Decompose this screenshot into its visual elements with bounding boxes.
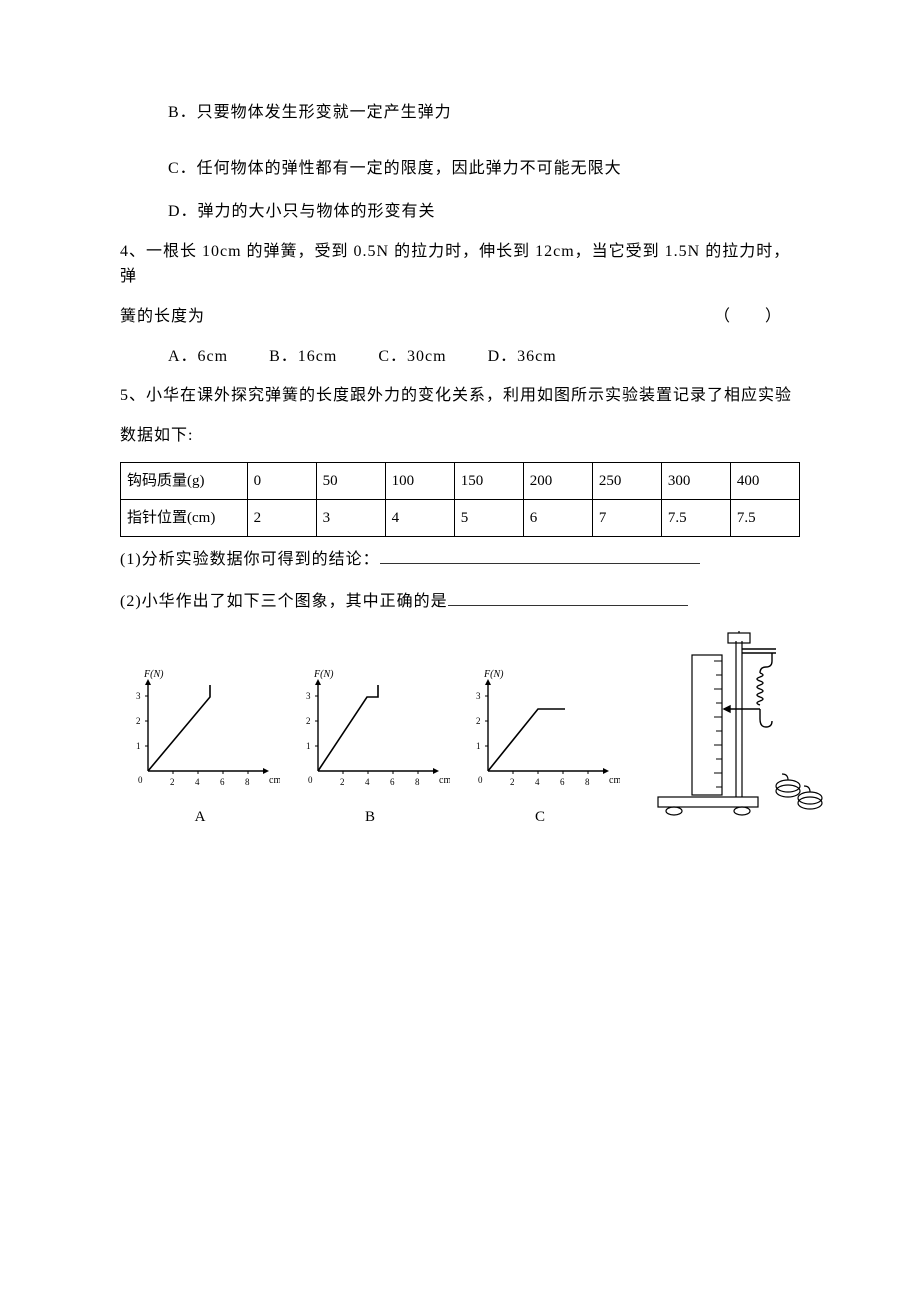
svg-text:F(N): F(N) [313,669,334,680]
chart-a-block: F(N) cm 0 1 2 3 2 4 6 8 A [120,667,280,829]
q4-opt-b: B．16cm [269,344,337,370]
cell: 150 [454,463,523,500]
q5-sub1-text: (1)分析实验数据你可得到的结论： [120,551,380,568]
q4-opt-a: A．6cm [168,344,228,370]
q4-opt-d: D．36cm [488,344,557,370]
svg-text:1: 1 [306,741,311,751]
svg-text:1: 1 [476,741,481,751]
cell: 200 [523,463,592,500]
table-row: 指针位置(cm) 2 3 4 5 6 7 7.5 7.5 [121,500,800,537]
cell: 5 [454,500,523,537]
cell: 100 [385,463,454,500]
svg-text:8: 8 [585,777,590,787]
cell: 3 [316,500,385,537]
q4-paren: （ ） [714,304,782,330]
chart-c: F(N) cm 0 1 2 3 2 4 6 8 [460,667,620,797]
cell: 2 [247,500,316,537]
th-mass: 钩码质量(g) [121,463,248,500]
svg-text:4: 4 [365,777,370,787]
blank-line [448,590,688,606]
chart-a-label: A [195,805,206,829]
q4-text-2-row: 簧的长度为 （ ） [120,304,800,330]
chart-c-block: F(N) cm 0 1 2 3 2 4 6 8 C [460,667,620,829]
svg-text:4: 4 [535,777,540,787]
svg-text:2: 2 [340,777,345,787]
cell: 4 [385,500,454,537]
svg-text:F(N): F(N) [143,669,164,680]
table-row: 钩码质量(g) 0 50 100 150 200 250 300 400 [121,463,800,500]
cell: 300 [661,463,730,500]
svg-text:2: 2 [510,777,515,787]
blank-line [380,548,700,564]
svg-text:1: 1 [136,741,141,751]
apparatus-svg [638,631,828,821]
svg-text:0: 0 [308,775,313,785]
q5-intro-1: 5、小华在课外探究弹簧的长度跟外力的变化关系，利用如图所示实验装置记录了相应实验 [120,383,800,409]
svg-text:0: 0 [138,775,143,785]
apparatus-diagram [638,631,828,830]
q3-option-d: D．弹力的大小只与物体的形变有关 [168,199,800,225]
svg-text:6: 6 [390,777,395,787]
svg-text:6: 6 [220,777,225,787]
q5-sub2: (2)小华作出了如下三个图象，其中正确的是 [120,589,800,615]
cell: 250 [592,463,661,500]
svg-text:3: 3 [306,691,311,701]
svg-text:8: 8 [245,777,250,787]
cell: 7.5 [661,500,730,537]
q4-text-2: 簧的长度为 [120,304,205,330]
cell: 7 [592,500,661,537]
q5-sub2-text: (2)小华作出了如下三个图象，其中正确的是 [120,593,448,610]
q4-text-1: 4、一根长 10cm 的弹簧，受到 0.5N 的拉力时，伸长到 12cm，当它受… [120,239,800,290]
chart-b-label: B [365,805,375,829]
svg-text:2: 2 [136,716,141,726]
q4-options: A．6cm B．16cm C．30cm D．36cm [168,344,800,370]
svg-text:8: 8 [415,777,420,787]
cell: 7.5 [730,500,799,537]
svg-text:cm: cm [609,775,620,786]
cell: 50 [316,463,385,500]
svg-text:3: 3 [476,691,481,701]
cell: 400 [730,463,799,500]
svg-text:2: 2 [306,716,311,726]
svg-text:2: 2 [476,716,481,726]
svg-text:F(N): F(N) [483,669,504,680]
svg-text:3: 3 [136,691,141,701]
q3-option-c: C．任何物体的弹性都有一定的限度，因此弹力不可能无限大 [168,156,800,182]
cell: 6 [523,500,592,537]
svg-text:2: 2 [170,777,175,787]
figures-row: F(N) cm 0 1 2 3 2 4 6 8 A F(N) cm 0 1 2 3 2 4 6 8 B F(N) cm… [120,631,800,830]
th-pos: 指针位置(cm) [121,500,248,537]
svg-text:cm: cm [439,775,450,786]
data-table: 钩码质量(g) 0 50 100 150 200 250 300 400 指针位… [120,462,800,537]
q5-sub1: (1)分析实验数据你可得到的结论： [120,547,800,573]
q4-opt-c: C．30cm [378,344,446,370]
q3-option-b: B．只要物体发生形变就一定产生弹力 [168,100,800,126]
svg-text:6: 6 [560,777,565,787]
chart-c-label: C [535,805,545,829]
svg-text:cm: cm [269,775,280,786]
chart-a: F(N) cm 0 1 2 3 2 4 6 8 [120,667,280,797]
chart-b: F(N) cm 0 1 2 3 2 4 6 8 [290,667,450,797]
svg-text:4: 4 [195,777,200,787]
svg-text:0: 0 [478,775,483,785]
cell: 0 [247,463,316,500]
chart-b-block: F(N) cm 0 1 2 3 2 4 6 8 B [290,667,450,829]
q5-intro-2: 数据如下: [120,423,800,449]
